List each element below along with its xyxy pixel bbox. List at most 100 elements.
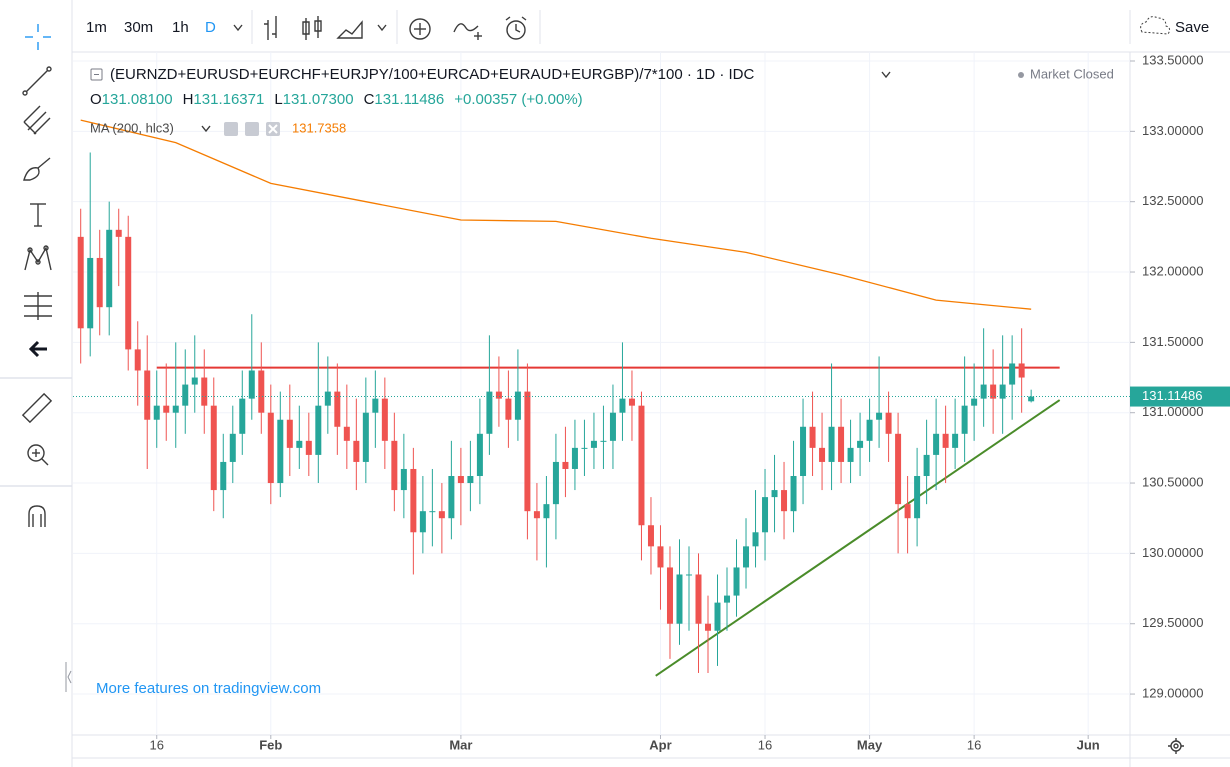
interval-button[interactable]: 1h xyxy=(172,19,189,36)
candle-body xyxy=(847,447,854,462)
save-icon[interactable] xyxy=(1140,16,1171,35)
candle-body xyxy=(914,476,921,519)
candle-body xyxy=(771,490,778,498)
x-tick-label: Apr xyxy=(649,737,671,752)
candle-body xyxy=(495,391,502,399)
candle-body xyxy=(1009,363,1016,385)
candle-body xyxy=(362,412,369,462)
ma-settings-button[interactable] xyxy=(245,122,259,136)
candle-body xyxy=(96,257,103,308)
candle-body xyxy=(999,384,1006,399)
pattern-tool[interactable] xyxy=(24,245,52,271)
candle-body xyxy=(372,398,379,413)
text-tool[interactable] xyxy=(30,203,46,227)
interval-dropdown[interactable] xyxy=(233,24,243,32)
ma-visibility-button[interactable] xyxy=(224,122,238,136)
candle-body xyxy=(220,461,227,491)
symbol-title: (EURNZD+EURUSD+EURCHF+EURJPY/100+EURCAD+… xyxy=(110,66,754,83)
trend-line-tool[interactable] xyxy=(22,66,52,96)
ohlc-key: H xyxy=(183,91,194,108)
change-value: +0.00357 (+0.00%) xyxy=(454,91,582,108)
candle-body xyxy=(857,440,864,448)
brush-tool[interactable] xyxy=(23,157,51,181)
candle-body xyxy=(781,490,788,512)
candle-body xyxy=(248,370,255,399)
area-style[interactable] xyxy=(336,20,363,39)
candle-body xyxy=(543,504,550,519)
alert-button[interactable] xyxy=(505,16,527,40)
candle-body xyxy=(419,511,426,533)
promo-link[interactable]: More features on tradingview.com xyxy=(96,680,321,697)
magnet-tool[interactable] xyxy=(28,505,46,527)
ma-legend-value: 131.7358 xyxy=(292,120,346,135)
y-tick-label: 132.50000 xyxy=(1142,193,1203,208)
chart-style-buttons xyxy=(264,16,387,40)
candle-body xyxy=(952,433,959,448)
y-tick-label: 131.50000 xyxy=(1142,334,1203,349)
ohlc-value: 131.07300 xyxy=(283,91,354,108)
zoom-tool[interactable] xyxy=(27,444,49,466)
save-button[interactable]: Save xyxy=(1175,19,1209,36)
candle-body xyxy=(182,384,189,406)
candle-body xyxy=(324,391,331,406)
candle-body xyxy=(971,398,978,406)
prediction-tool[interactable] xyxy=(24,292,52,320)
x-tick-label: 16 xyxy=(967,737,981,752)
style-dropdown[interactable] xyxy=(377,24,387,32)
indicators-button[interactable] xyxy=(453,23,482,40)
candle-body xyxy=(106,229,113,308)
candle-body xyxy=(923,454,930,477)
candle-body xyxy=(467,476,474,484)
collapse-legend[interactable] xyxy=(90,68,103,81)
candle-body xyxy=(201,377,208,406)
candle-body xyxy=(267,412,274,484)
candle-body xyxy=(790,476,797,512)
back-arrow[interactable] xyxy=(28,340,47,358)
status-dot xyxy=(1018,72,1024,78)
candle-body xyxy=(990,384,997,399)
y-tick-label: 133.00000 xyxy=(1142,123,1203,138)
candle-body xyxy=(305,440,312,455)
settings-button[interactable] xyxy=(1168,738,1184,754)
fib-tool[interactable] xyxy=(23,105,51,135)
candle-body xyxy=(334,391,341,427)
candle-body xyxy=(524,391,531,512)
collapse-handle[interactable] xyxy=(65,662,72,692)
ma-dropdown[interactable] xyxy=(201,125,211,133)
interval-button-active[interactable]: D xyxy=(205,19,216,36)
candle-body xyxy=(163,405,170,413)
y-tick-label: 133.50000 xyxy=(1142,52,1203,67)
candle-body xyxy=(685,574,692,576)
candle-body xyxy=(153,405,160,420)
interval-button[interactable]: 30m xyxy=(124,19,153,36)
indicator-buttons xyxy=(409,16,527,40)
candle-body xyxy=(961,405,968,434)
candle-body xyxy=(828,426,835,462)
candle-body xyxy=(647,525,654,547)
candle-body xyxy=(866,419,873,441)
candle-body xyxy=(1018,363,1025,378)
last-price-tag xyxy=(1130,386,1230,407)
x-tick-label: 16 xyxy=(150,737,164,752)
candle-body xyxy=(876,412,883,420)
candle-body xyxy=(628,398,635,406)
candle-body xyxy=(381,398,388,441)
crosshair-tool[interactable] xyxy=(25,24,51,50)
x-tick-label: May xyxy=(857,737,883,752)
candle-body xyxy=(191,377,198,385)
candle-body xyxy=(315,405,322,455)
candle-body xyxy=(933,433,940,455)
bar-style[interactable] xyxy=(264,16,277,40)
candle-body xyxy=(514,391,521,420)
interval-button[interactable]: 1m xyxy=(86,19,107,36)
candle-body xyxy=(562,461,569,469)
candle-body xyxy=(619,398,626,413)
symbol-dropdown[interactable] xyxy=(881,71,891,79)
compare-button[interactable] xyxy=(409,18,431,40)
ruler-tool[interactable] xyxy=(21,392,53,424)
candle-body xyxy=(505,398,512,420)
axes: 129.00000 129.50000 130.00000 130.50000 131.… xyxy=(150,52,1230,752)
candle-style[interactable] xyxy=(302,16,322,40)
candle-body xyxy=(172,405,179,413)
candle-body xyxy=(980,384,987,399)
